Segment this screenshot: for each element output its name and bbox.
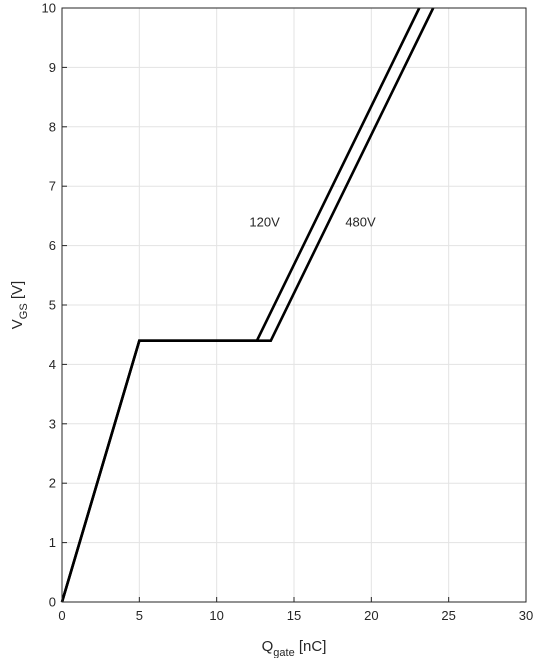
y-axis-label: VGS [V]: [9, 281, 30, 329]
y-tick-label: 4: [49, 357, 56, 372]
y-tick-label: 8: [49, 119, 56, 134]
x-tick-label: 5: [136, 608, 143, 623]
x-tick-label: 10: [209, 608, 223, 623]
x-axis-label-main: Q: [262, 638, 274, 655]
y-axis-label-unit: [V]: [9, 281, 26, 304]
y-tick-label: 1: [49, 535, 56, 550]
x-tick-label: 25: [441, 608, 455, 623]
x-tick-label: 0: [58, 608, 65, 623]
x-axis-label-sub: gate: [273, 647, 294, 658]
y-axis-label-main: V: [9, 319, 26, 329]
y-tick-label: 7: [49, 179, 56, 194]
x-axis-label: Qgate [nC]: [262, 638, 327, 658]
x-axis-label-unit: [nC]: [295, 638, 327, 655]
x-tick-label: 30: [519, 608, 533, 623]
y-tick-label: 2: [49, 476, 56, 491]
y-tick-label: 10: [42, 1, 56, 16]
series-lines: [60, 7, 435, 603]
y-tick-label: 3: [49, 416, 56, 431]
x-tick-label: 20: [364, 608, 378, 623]
annotation-120v: 120V: [249, 214, 280, 229]
series-line-480v: [60, 7, 435, 603]
y-tick-label: 9: [49, 60, 56, 75]
y-axis-label-sub: GS: [18, 303, 30, 319]
annotation-480v: 480V: [345, 214, 376, 229]
y-tick-label: 5: [49, 298, 56, 313]
x-tick-label: 15: [287, 608, 301, 623]
y-tick-label: 0: [49, 595, 56, 610]
y-tick-label: 6: [49, 238, 56, 253]
annotations: 120V 480V: [249, 214, 376, 229]
tick-labels: 0 5 10 15 20 25 30 0 1 2 3 4 5 6 7 8 9 10: [42, 1, 534, 624]
grid: [62, 8, 526, 602]
